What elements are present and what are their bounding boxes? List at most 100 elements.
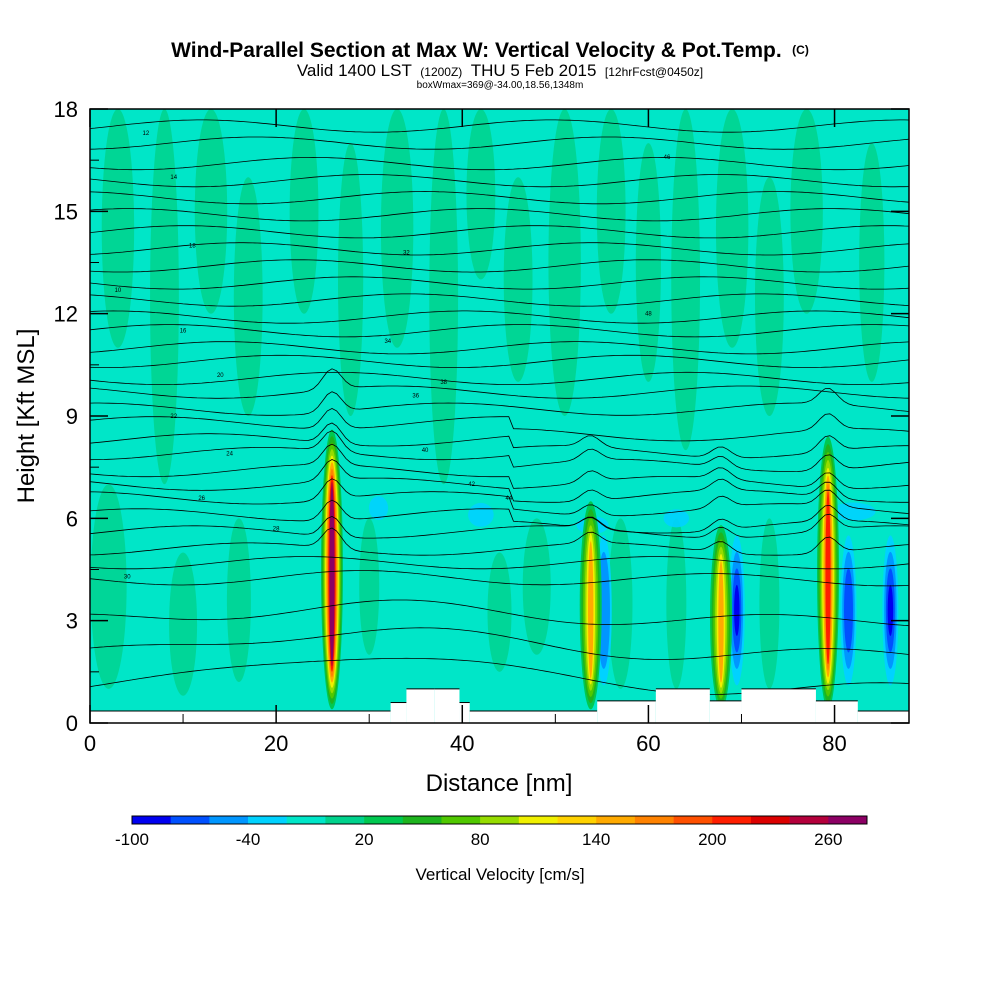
terrain-segment	[857, 711, 909, 723]
colorbar-tick-label: 20	[355, 830, 374, 849]
isentrope-line	[90, 191, 909, 205]
downdraft-patch	[663, 509, 690, 528]
y-tick-label: 9	[66, 404, 78, 429]
isentrope-line	[90, 119, 909, 133]
colorbar-swatch	[325, 816, 365, 824]
updraft-streak	[859, 143, 885, 382]
isentrope-label: 40	[422, 448, 429, 454]
downdraft-patch	[468, 502, 494, 527]
updraft-streak	[429, 109, 459, 485]
colorbar-swatch	[673, 816, 713, 824]
colorbar-swatch	[750, 816, 790, 824]
colorbar-swatch	[712, 816, 752, 824]
updraft-streak	[635, 143, 662, 382]
isentrope-line	[90, 341, 909, 355]
isentrope-line	[90, 156, 909, 171]
isentrope-line	[90, 276, 909, 290]
colorbar-swatch	[441, 816, 481, 824]
terrain-segment	[741, 688, 816, 723]
updraft-streak	[790, 109, 823, 314]
isentrope-line	[90, 242, 909, 256]
isentrope-label: 16	[180, 329, 187, 335]
terrain-segment	[459, 702, 470, 723]
updraft-streak	[359, 518, 380, 655]
isentrope-label: 20	[217, 373, 224, 379]
isentrope-line	[90, 408, 909, 442]
title-mark: (C)	[792, 43, 809, 57]
downdraft-core	[840, 535, 857, 686]
subtitle-fcst: [12hrFcst@0450z]	[605, 65, 703, 79]
isentrope-line	[90, 499, 909, 534]
colorbar-swatch	[557, 816, 597, 824]
colorbar-swatch	[248, 816, 288, 824]
colorbar-swatch	[170, 816, 210, 824]
isentrope-line	[90, 354, 909, 369]
y-tick-label: 0	[66, 711, 78, 736]
isentrope-line	[90, 225, 909, 239]
isentrope-label: 28	[273, 527, 280, 533]
colorbar-swatch	[789, 816, 829, 824]
isentrope-label: 34	[384, 339, 391, 345]
colorbar-tick-label: 260	[814, 830, 842, 849]
isentrope-label: 12	[142, 131, 149, 137]
subtitle-valid: Valid 1400 LST	[297, 61, 412, 80]
colorbar-swatch	[364, 816, 404, 824]
updraft-streak	[150, 109, 179, 485]
colorbar-frame	[131, 815, 868, 825]
updraft-streak	[715, 109, 749, 348]
updraft-streak	[548, 109, 581, 416]
updraft-streak	[380, 109, 414, 348]
updraft-streak	[759, 518, 780, 689]
isentrope-label: 10	[115, 288, 122, 294]
y-tick-label: 12	[54, 302, 78, 327]
isentrope-line	[90, 459, 909, 503]
isentrope-line	[90, 513, 909, 539]
terrain-segment	[434, 688, 460, 723]
colorbar-swatch	[828, 816, 868, 824]
colorbar-swatch	[596, 816, 636, 824]
isentrope-label: 46	[664, 155, 671, 161]
updraft-streak	[233, 177, 263, 416]
y-tick-label: 6	[66, 506, 78, 531]
x-axis-label: Distance [nm]	[426, 770, 573, 797]
chart-title: Wind-Parallel Section at Max W: Vertical…	[171, 39, 809, 62]
isentrope-line	[90, 388, 909, 416]
downdraft-patch	[830, 502, 876, 521]
terrain-segment	[406, 688, 435, 723]
isentrope-label: 44	[505, 496, 512, 502]
isentrope-line	[90, 174, 909, 188]
colorbar-label: Vertical Velocity [cm/s]	[415, 865, 584, 884]
isentrope-label: 14	[170, 175, 177, 181]
isentrope-line	[90, 599, 909, 627]
updraft-streak	[226, 518, 251, 683]
downdraft-core	[728, 535, 745, 686]
isentrope-label: 18	[189, 243, 196, 249]
x-axis: 0 20 40 60 80	[84, 109, 847, 756]
isentrope-line	[90, 293, 909, 307]
isentrope-label: 24	[226, 452, 233, 458]
colorbar-tick-label: 140	[582, 830, 610, 849]
y-tick-label: 18	[54, 97, 78, 122]
x-tick-label: 40	[450, 731, 474, 756]
isentrope-label: 38	[440, 380, 447, 386]
colorbar-swatch	[634, 816, 674, 824]
terrain-segment	[815, 700, 858, 723]
updraft-streak	[90, 484, 127, 689]
isentrope-line	[90, 627, 909, 660]
isentrope-label: 48	[645, 312, 652, 318]
colorbar-swatch	[480, 816, 520, 824]
updraft-streak	[169, 552, 198, 696]
isentrope-line	[90, 259, 909, 273]
terrain-segment	[90, 711, 391, 723]
isentrope-line	[90, 368, 909, 399]
updraft-streak	[337, 143, 364, 417]
terrain-segment	[655, 688, 710, 723]
colorbar-swatch	[132, 816, 171, 824]
isentrope-label: 36	[412, 394, 419, 400]
isentrope-line	[90, 527, 909, 556]
terrain	[90, 688, 909, 723]
isentrope-label: 26	[198, 496, 205, 502]
colorbar-tick-label: 80	[471, 830, 490, 849]
updraft-streak	[754, 177, 784, 416]
